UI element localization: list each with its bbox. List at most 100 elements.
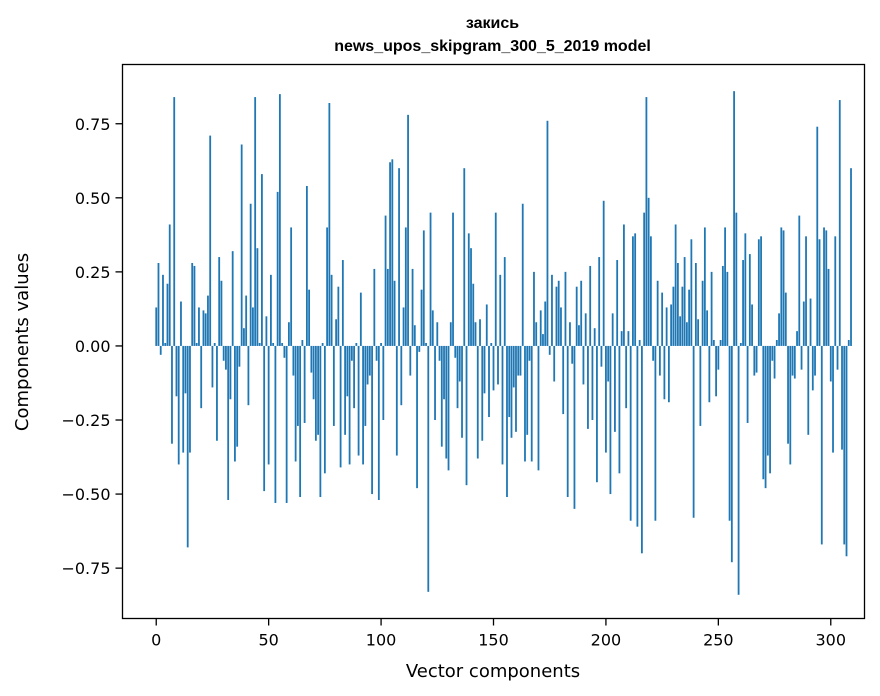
bar bbox=[355, 342, 358, 346]
bar bbox=[285, 345, 288, 503]
x-tick-label: 250 bbox=[703, 631, 734, 650]
bar bbox=[305, 185, 308, 346]
x-axis-ticks: 0 50 100 150 200 250 300 bbox=[151, 618, 846, 650]
bar bbox=[829, 345, 832, 382]
y-tick-label: 0.50 bbox=[75, 189, 111, 208]
bar bbox=[283, 345, 286, 358]
bar bbox=[157, 262, 160, 346]
bar bbox=[270, 274, 272, 346]
bar bbox=[708, 345, 711, 403]
bar bbox=[811, 345, 814, 391]
bar bbox=[368, 345, 371, 376]
bar bbox=[641, 345, 643, 554]
bar bbox=[638, 340, 641, 346]
bar bbox=[578, 325, 580, 346]
bar bbox=[258, 342, 261, 346]
bar bbox=[636, 345, 639, 527]
y-tick-label: −0.50 bbox=[61, 485, 110, 504]
bar bbox=[207, 295, 209, 346]
bar bbox=[458, 345, 461, 382]
bar bbox=[443, 345, 445, 400]
bar bbox=[517, 345, 520, 376]
bar bbox=[231, 251, 234, 346]
bar bbox=[198, 307, 200, 346]
bar bbox=[755, 345, 758, 373]
x-tick-label: 100 bbox=[366, 631, 397, 650]
bar bbox=[618, 345, 621, 474]
bar bbox=[191, 262, 194, 346]
bar bbox=[596, 345, 598, 483]
bar bbox=[694, 262, 697, 346]
bar bbox=[337, 286, 340, 346]
bar bbox=[456, 345, 459, 409]
bar bbox=[800, 345, 803, 370]
bar bbox=[526, 345, 529, 435]
bar bbox=[321, 342, 324, 346]
bar bbox=[643, 212, 646, 346]
bar bbox=[593, 328, 596, 346]
bar bbox=[346, 345, 349, 397]
bar bbox=[371, 345, 373, 495]
bar bbox=[841, 345, 843, 450]
bar bbox=[825, 230, 828, 346]
bar bbox=[724, 227, 726, 346]
bar bbox=[791, 345, 794, 376]
bar bbox=[299, 345, 302, 498]
bar bbox=[519, 345, 522, 376]
bar bbox=[782, 230, 785, 346]
bar bbox=[575, 286, 578, 346]
bar bbox=[213, 342, 216, 346]
bar bbox=[476, 345, 479, 459]
bar bbox=[676, 262, 679, 346]
bar bbox=[598, 257, 601, 346]
bar bbox=[229, 345, 232, 400]
bar bbox=[793, 345, 796, 379]
bar bbox=[431, 310, 434, 346]
bar bbox=[272, 342, 275, 346]
bar bbox=[411, 268, 414, 346]
bar bbox=[820, 345, 823, 545]
bar bbox=[395, 345, 398, 456]
bar bbox=[472, 283, 475, 346]
bar bbox=[384, 215, 387, 346]
y-tick-label: 0.00 bbox=[75, 337, 111, 356]
bar bbox=[319, 345, 322, 498]
plot-frame bbox=[121, 63, 866, 620]
bar bbox=[665, 307, 668, 346]
bar bbox=[512, 345, 515, 388]
bar bbox=[546, 120, 549, 346]
bar bbox=[238, 345, 241, 367]
bar bbox=[463, 168, 466, 346]
bar bbox=[353, 345, 355, 409]
bar bbox=[766, 345, 769, 456]
y-tick-label: −0.25 bbox=[61, 411, 110, 430]
bar bbox=[726, 271, 729, 346]
bar bbox=[236, 345, 239, 447]
y-tick-label: 0.25 bbox=[75, 263, 111, 282]
bar bbox=[467, 233, 470, 346]
bar bbox=[222, 345, 225, 361]
bar bbox=[497, 345, 499, 385]
bar bbox=[243, 328, 245, 346]
bar bbox=[202, 310, 205, 346]
bar bbox=[461, 345, 463, 438]
bar bbox=[380, 342, 382, 346]
bar bbox=[670, 304, 673, 346]
bar bbox=[823, 227, 825, 346]
bar bbox=[434, 345, 436, 420]
bar bbox=[742, 260, 744, 346]
bar bbox=[721, 265, 724, 346]
chart-subtitle: news_upos_skipgram_300_5_2019 model bbox=[334, 38, 651, 55]
x-tick-label: 50 bbox=[258, 631, 278, 650]
bar bbox=[521, 203, 524, 346]
bar bbox=[499, 274, 502, 346]
bar bbox=[544, 301, 547, 346]
bar bbox=[571, 345, 574, 364]
bar bbox=[344, 345, 346, 435]
bar bbox=[537, 345, 540, 471]
bar bbox=[328, 103, 331, 346]
bar bbox=[569, 322, 571, 346]
bar bbox=[393, 280, 396, 346]
bar bbox=[832, 345, 834, 453]
bar bbox=[683, 257, 686, 346]
